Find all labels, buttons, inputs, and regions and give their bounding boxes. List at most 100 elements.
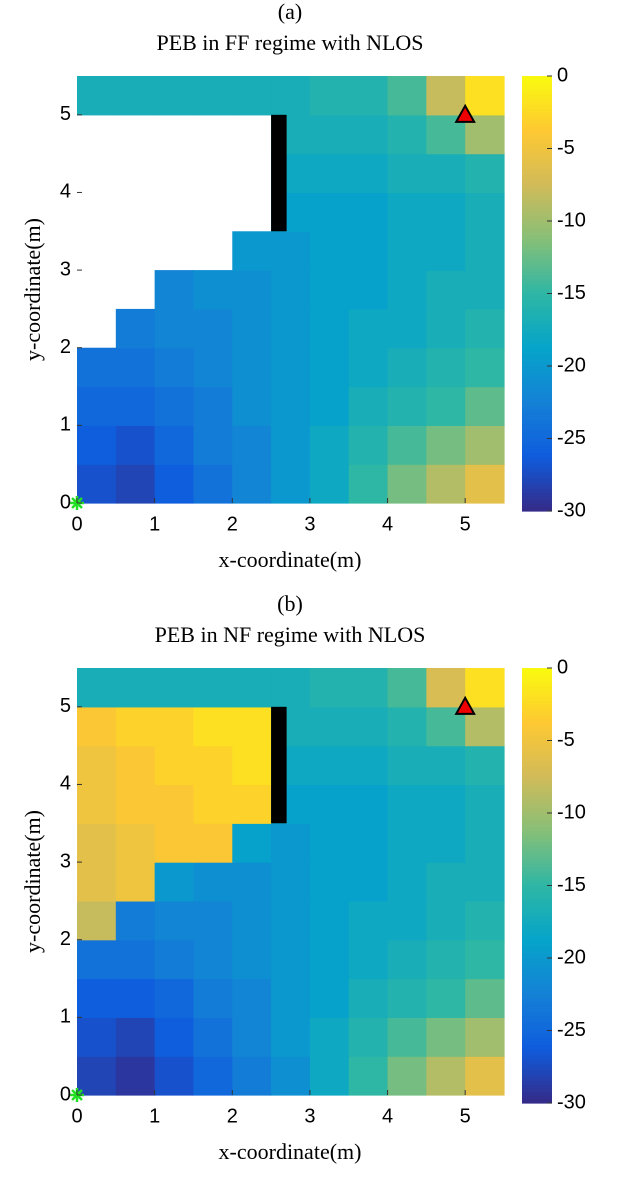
colorbar-segment [522,1016,552,1021]
heat-cell [348,153,389,194]
colorbar-segment [522,697,552,702]
colorbar-segment [522,762,552,767]
heat-cell [465,425,505,465]
colorbar-segment [522,1055,552,1061]
heat-cell [309,231,350,271]
colorbar-segment [522,838,552,843]
heat-cell [348,862,389,902]
colorbar-segment [522,809,552,814]
heat-cell [465,862,505,902]
colorbar-segment [522,885,552,890]
heat-cell [426,862,466,902]
colorbar-segment [522,206,552,211]
colorbar-segment [522,987,552,992]
heat-cell [115,76,156,116]
heat-cell [271,308,311,349]
heat-cell [309,784,350,824]
colorbar-segment [522,424,552,429]
colorbar-tick-label: -10 [557,209,586,231]
heat-cell [309,900,350,941]
colorbar-segment [522,802,552,807]
colorbar-segment [522,784,552,789]
colorbar-segment [522,351,552,356]
heat-cell [154,1056,195,1096]
y-tick-label: 3 [60,850,71,872]
heat-cell [77,76,117,116]
heat-cell [232,76,272,116]
heat-cell [348,900,389,941]
colorbar-segment [522,482,552,487]
colorbar-segment [522,463,552,469]
heat-cell [193,270,233,310]
colorbar-segment [522,722,552,727]
x-tick-label: 2 [227,513,238,535]
colorbar-segment [522,733,552,738]
heat-cell [271,425,311,465]
heat-cell [387,114,427,155]
heat-cell [271,978,311,1018]
colorbar-segment [522,813,552,818]
y-tick-label: 2 [60,336,71,358]
heat-cell [465,76,505,116]
colorbar-tick-label: -5 [557,137,575,159]
x-tick-label: 1 [149,1105,160,1127]
colorbar-segment [522,427,552,432]
colorbar-segment [522,300,552,305]
colorbar-segment [522,315,552,320]
colorbar-segment [522,1048,552,1053]
heat-cell [465,978,505,1018]
heat-cell [465,1017,505,1057]
colorbar-segment [522,947,552,952]
heat-cell [348,1017,389,1057]
chart-title: PEB in FF regime with NLOS [156,30,423,55]
colorbar-segment [522,380,552,385]
colorbar-segment [522,1066,552,1071]
colorbar-segment [522,1026,552,1032]
heat-cell [115,1017,156,1057]
colorbar-segment [522,184,552,189]
heat-cell [193,386,233,426]
heat-cell [387,939,427,980]
heat-cell [232,1017,272,1057]
heat-cell [154,76,195,116]
colorbar-segment [522,242,552,247]
colorbar-segment [522,144,552,150]
y-tick-label: 1 [60,414,71,436]
heat-cell [348,823,389,863]
heat-cell [232,464,272,504]
colorbar-segment [522,950,552,955]
heat-cell [426,939,466,980]
colorbar-segment [522,90,552,95]
colorbar-segment [522,693,552,698]
colorbar-segment [522,137,552,142]
heat-cell [387,900,427,941]
colorbar-segment [522,798,552,803]
heat-cell [193,347,233,388]
heat-cell [115,823,156,863]
heat-cell [426,823,466,863]
heat-cell [271,1056,311,1096]
colorbar-segment [522,373,552,378]
colorbar-segment [522,431,552,436]
y-tick-label: 0 [60,1083,71,1105]
heat-cell [271,939,311,980]
colorbar-segment [522,170,552,175]
colorbar-segment [522,445,552,450]
colorbar-segment [522,489,552,494]
heat-cell [348,978,389,1018]
colorbar-segment [522,990,552,995]
colorbar-segment [522,289,552,295]
colorbar-segment [522,507,552,512]
heat-cell [77,668,117,708]
heat-cell [193,978,233,1018]
colorbar-segment [522,231,552,237]
heat-cell [232,939,272,980]
colorbar-segment [522,405,552,411]
heat-cell [115,784,156,824]
colorbar-segment [522,1030,552,1035]
colorbar-segment [522,936,552,941]
colorbar-segment [522,503,552,508]
heat-cell [309,464,350,504]
x-tick-label: 5 [460,1105,471,1127]
heat-cell [309,347,350,388]
